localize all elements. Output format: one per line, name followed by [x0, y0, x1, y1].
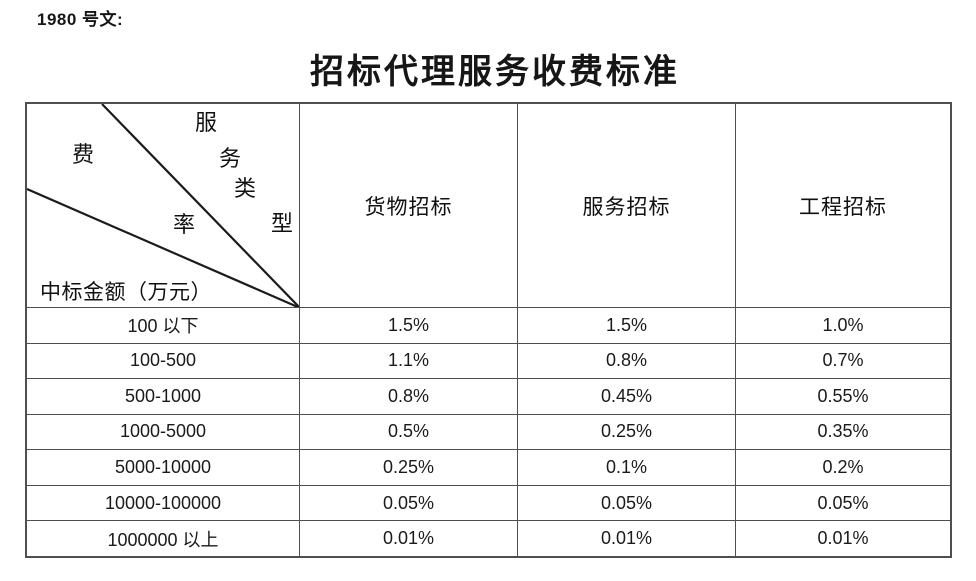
diagonal-divider-lines: [27, 104, 299, 307]
rate-cell: 0.8%: [517, 342, 735, 379]
rate-cell: 1.0%: [735, 307, 950, 343]
rate-cell: 0.35%: [735, 413, 950, 450]
row-label: 1000000 以上: [27, 520, 299, 556]
corner-service-type-char: 类: [234, 176, 257, 201]
corner-service-type-char: 务: [219, 146, 242, 171]
rate-cell: 0.5%: [299, 413, 517, 450]
corner-amount-label: 中标金额（万元）: [40, 280, 212, 304]
column-header-goods: 货物招标: [299, 104, 517, 307]
row-label: 100-500: [27, 342, 299, 379]
fee-standard-table: 费 率 服 务 类 型 中标金额（万元） 货物招标 服务招标 工程招标 100 …: [25, 102, 952, 558]
row-label: 500-1000: [27, 378, 299, 414]
rate-cell: 0.45%: [517, 378, 735, 414]
doc-reference-label: 1980 号文:: [37, 10, 124, 29]
rate-cell: 0.8%: [299, 378, 517, 414]
rate-cell: 0.05%: [299, 484, 517, 521]
rate-cell: 1.5%: [517, 307, 735, 343]
rate-cell: 0.01%: [299, 520, 517, 556]
column-header-engineering: 工程招标: [735, 104, 950, 307]
corner-labels: 费 率 服 务 类 型 中标金额（万元）: [27, 104, 299, 307]
row-label: 100 以下: [27, 307, 299, 343]
rate-cell: 1.1%: [299, 342, 517, 379]
rate-cell: 0.05%: [735, 484, 950, 521]
rate-cell: 0.25%: [299, 449, 517, 485]
rate-cell: 0.7%: [735, 342, 950, 379]
corner-fee-char: 费: [72, 142, 95, 167]
rate-cell: 0.01%: [517, 520, 735, 556]
page-title: 招标代理服务收费标准: [310, 54, 680, 91]
column-header-services: 服务招标: [517, 104, 735, 307]
rate-cell: 0.05%: [517, 484, 735, 521]
corner-service-type-char: 型: [271, 211, 294, 236]
rate-cell: 0.2%: [735, 449, 950, 485]
corner-service-type-char: 服: [195, 110, 218, 135]
rate-cell: 0.01%: [735, 520, 950, 556]
rate-cell: 1.5%: [299, 307, 517, 343]
row-label: 10000-100000: [27, 484, 299, 521]
corner-header-cell: 费 率 服 务 类 型 中标金额（万元）: [27, 104, 299, 307]
corner-rate-char: 率: [173, 212, 196, 237]
rate-cell: 0.1%: [517, 449, 735, 485]
row-label: 1000-5000: [27, 413, 299, 450]
rate-cell: 0.55%: [735, 378, 950, 414]
rate-cell: 0.25%: [517, 413, 735, 450]
row-label: 5000-10000: [27, 449, 299, 485]
